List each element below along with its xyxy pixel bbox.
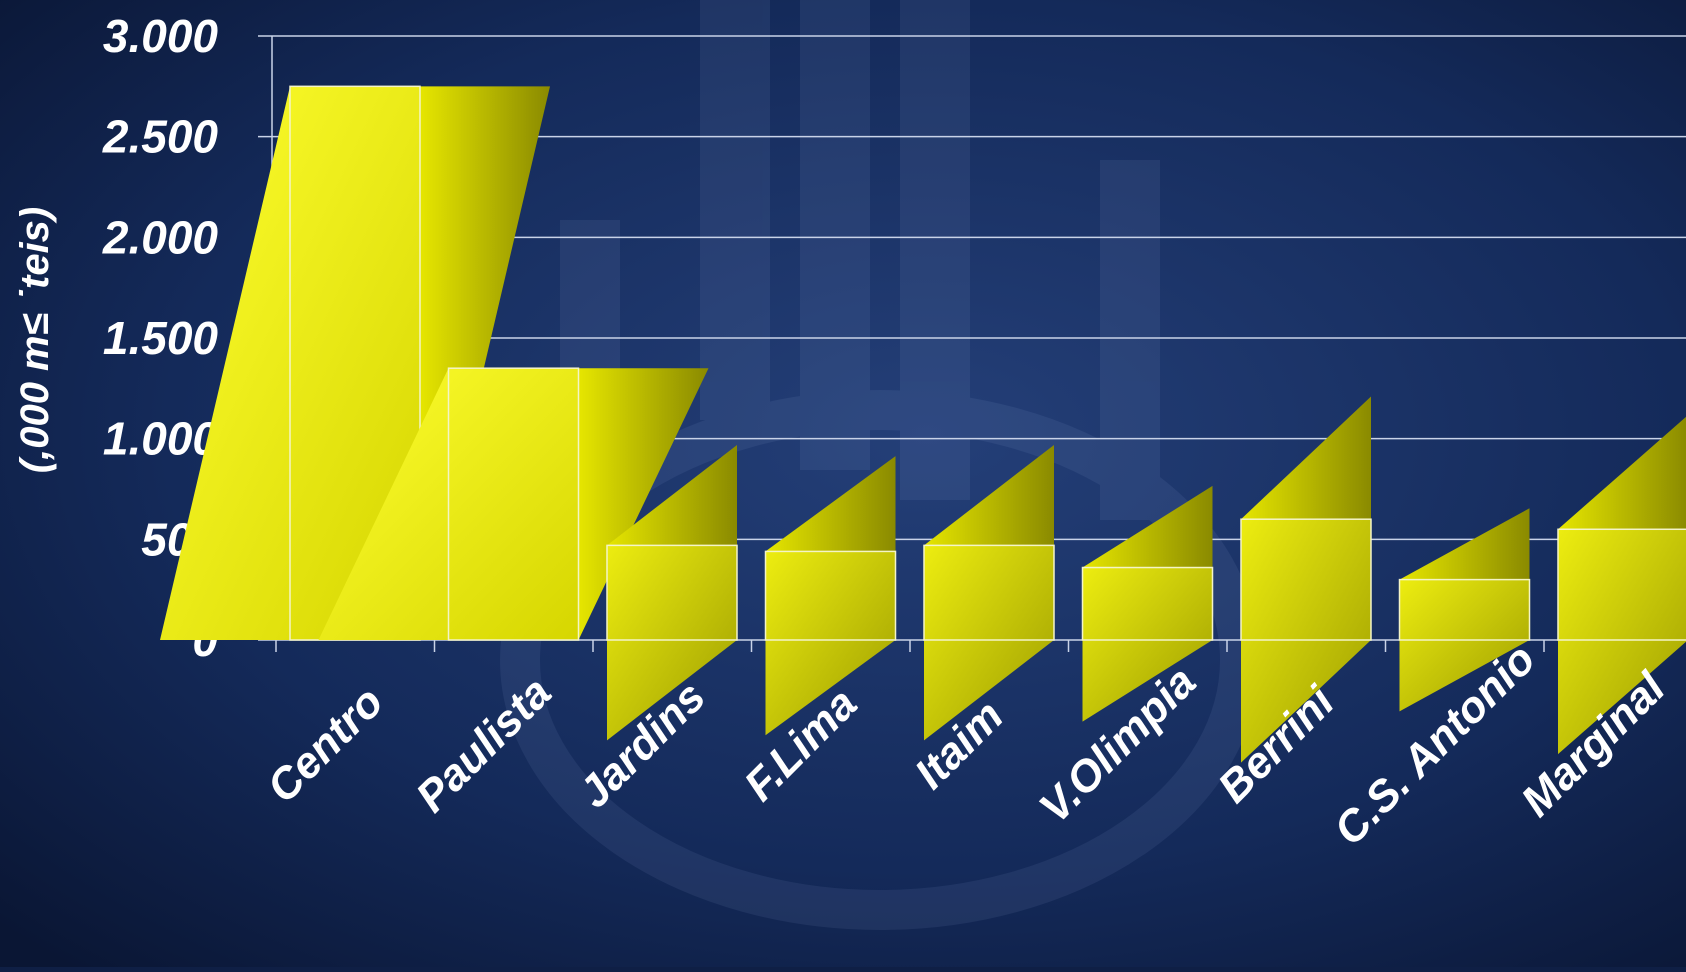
bar-outline: [1398, 578, 1531, 641]
bar-v-olimpia: [1081, 485, 1214, 722]
bar-berrini: [1240, 396, 1372, 763]
bar-top-wedge: [765, 456, 896, 552]
bar-face: [1399, 579, 1530, 712]
bar-face: [1558, 529, 1686, 755]
bar-outline: [764, 550, 897, 641]
bar-outline: [447, 367, 580, 641]
bar-top-wedge: [1558, 416, 1686, 530]
y-axis-label: (,000 m≤ ˙teis): [13, 207, 57, 473]
bar-outline: [923, 544, 1055, 641]
bar-outline: [1240, 518, 1372, 641]
bar-c-s-antonio: [1398, 508, 1531, 712]
bar-jardins: [606, 444, 738, 741]
bar-face: [607, 545, 737, 741]
bar-top-wedge: [607, 444, 737, 546]
bars: [160, 85, 1686, 763]
bar-f-lima: [764, 456, 897, 736]
bar-face: [1082, 567, 1213, 722]
bar-top-wedge: [1399, 508, 1530, 580]
bar-marginal: [1557, 416, 1686, 755]
bar-face: [1241, 519, 1371, 763]
bar-top-wedge: [924, 444, 1054, 546]
bar-outline: [606, 544, 738, 641]
y-tick-label: 3.000: [103, 10, 219, 62]
bar-outline: [1557, 528, 1686, 641]
y-tick-label: 1.000: [103, 413, 219, 465]
bar-outline: [1081, 566, 1214, 641]
bar-face: [924, 545, 1054, 741]
bar-top-wedge: [1082, 485, 1213, 568]
y-tick-label: 1.500: [103, 312, 219, 364]
y-tick-label: 2.000: [102, 211, 219, 263]
y-tick-label: 2.500: [102, 111, 219, 163]
bar-itaim: [923, 444, 1055, 741]
bar-face: [765, 551, 896, 736]
bar-top-wedge: [1241, 396, 1371, 520]
